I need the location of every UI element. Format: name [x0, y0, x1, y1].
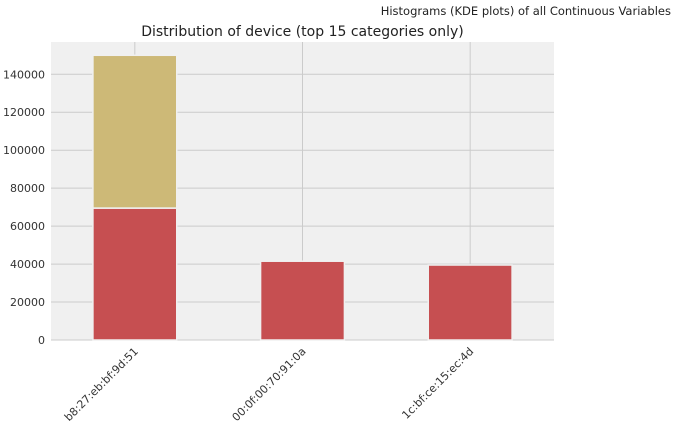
y-tick-label: 140000 — [3, 68, 45, 81]
y-tick-label: 80000 — [10, 182, 45, 195]
chart-title: Distribution of device (top 15 categorie… — [141, 24, 464, 40]
x-tick-label: 1c:bf:ce:15:ec:4d — [399, 345, 476, 422]
y-tick-label: 0 — [38, 334, 45, 347]
x-tick-label: 00:0f:00:70:91:0a — [230, 345, 309, 422]
bar-series-0-0 — [92, 207, 178, 341]
y-tick-label: 60000 — [10, 220, 45, 233]
bars — [92, 54, 513, 341]
figure-suptitle: Histograms (KDE plots) of all Continuous… — [380, 4, 671, 18]
y-tick-label: 100000 — [3, 144, 45, 157]
bar-series-0-1 — [259, 260, 346, 341]
x-tick-labels: b8:27:eb:bf:9d:51 00:0f:00:70:91:0a 1c:bf:… — [62, 345, 476, 422]
x-tick-label: b8:27:eb:bf:9d:51 — [62, 345, 141, 422]
y-tick-labels: 0 20000 40000 60000 80000 100000 120000 140000 — [3, 68, 45, 347]
y-tick-label: 20000 — [10, 296, 45, 309]
y-tick-label: 40000 — [10, 258, 45, 271]
bar-series-0-2 — [427, 264, 513, 341]
bar-series-1-0 — [92, 54, 178, 209]
y-tick-label: 120000 — [3, 106, 45, 119]
